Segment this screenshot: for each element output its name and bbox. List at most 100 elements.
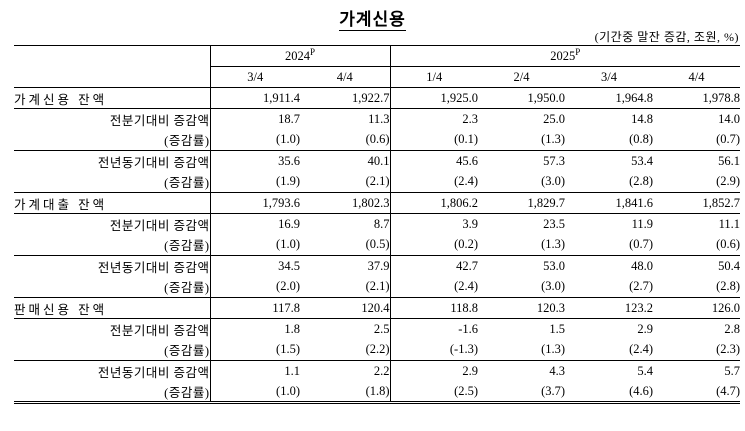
row-label: 가계대출 잔액: [14, 192, 211, 214]
row-label: (증감률): [14, 339, 211, 361]
value-cell: 1.8: [210, 318, 300, 340]
quarter-header-row: 3/4 4/4 1/4 2/4 3/4 4/4: [14, 66, 741, 88]
value-cell: (0.5): [300, 234, 391, 256]
provisional-mark: P: [575, 46, 581, 57]
table-row-balance: 판매신용 잔액 117.8 120.4 118.8 120.3 123.2 12…: [14, 297, 741, 319]
value-cell: 1,978.8: [702, 90, 741, 105]
value-cell: (2.4): [454, 174, 479, 189]
table-row-yoy-rate: (증감률) (2.0) (2.1) (2.4) (3.0) (2.7) (2.8…: [14, 276, 741, 298]
value-cell: (-1.3): [449, 342, 479, 357]
row-label: 전년동기대비 증감액: [14, 255, 211, 277]
value-cell: (4.7): [716, 383, 741, 398]
table-row-qoq-rate: (증감률) (1.0) (0.5) (0.2) (1.3) (0.7) (0.6…: [14, 234, 741, 256]
quarter-header: 4/4: [653, 66, 741, 88]
value-cell: 1,852.7: [653, 192, 741, 214]
table-row-qoq-rate: (증감률) (1.0) (0.6) (0.1) (1.3) (0.8) (0.7…: [14, 129, 741, 151]
row-label: 판매신용 잔액: [14, 297, 211, 319]
value-cell: 23.5: [478, 213, 566, 235]
value-cell: 1,806.2: [390, 192, 479, 214]
value-cell: 2.9: [565, 318, 654, 340]
value-cell: 37.9: [300, 255, 391, 277]
row-label: 전분기대비 증감액: [14, 108, 211, 130]
row-label: 전년동기대비 증감액: [14, 360, 211, 382]
value-cell: 1,922.7: [300, 87, 391, 109]
value-cell: (3.0): [541, 279, 566, 294]
table-row-yoy-rate: (증감률) (1.0) (1.8) (2.5) (3.7) (4.6) (4.7…: [14, 381, 741, 403]
value-cell: (1.8): [300, 381, 391, 403]
value-cell: (3.0): [541, 174, 566, 189]
row-label: 가계신용 잔액: [14, 87, 211, 109]
value-cell: 16.9: [210, 213, 300, 235]
value-cell: 3.9: [390, 213, 479, 235]
value-cell: 1.1: [210, 360, 300, 382]
value-cell: 2.2: [300, 360, 391, 382]
value-cell: 40.1: [300, 150, 391, 172]
value-cell: (0.2): [454, 237, 479, 252]
table-row-qoq-change: 전분기대비 증감액 1.8 2.5 -1.6 1.5 2.9 2.8: [14, 318, 741, 340]
value-cell: 126.0: [653, 297, 741, 319]
value-cell: 120.4: [300, 297, 391, 319]
value-cell: (1.3): [541, 237, 566, 252]
unit-note: (기간중 말잔 증감, 조원, %): [594, 30, 739, 44]
year-group-2024: 2024P: [210, 45, 391, 67]
value-cell: 1,829.7: [478, 192, 566, 214]
table-row-balance: 가계대출 잔액 1,793.6 1,802.3 1,806.2 1,829.7 …: [14, 192, 741, 214]
value-cell: (1.3): [541, 132, 566, 147]
value-cell: (0.6): [716, 237, 741, 252]
row-label: (증감률): [14, 171, 211, 193]
value-cell: (2.8): [716, 279, 741, 294]
quarter-header: 1/4: [390, 66, 479, 88]
value-cell: (2.1): [300, 276, 391, 298]
value-cell: (2.4): [454, 279, 479, 294]
value-cell: (1.0): [276, 237, 300, 252]
value-cell: 35.6: [210, 150, 300, 172]
value-cell: 8.7: [300, 213, 391, 235]
quarter-header: 2/4: [478, 66, 566, 88]
value-cell: 42.7: [390, 255, 479, 277]
value-cell: (2.9): [716, 174, 741, 189]
row-label: (증감률): [14, 381, 211, 403]
value-cell: 4.3: [478, 360, 566, 382]
value-cell: 11.9: [565, 213, 654, 235]
value-cell: 45.6: [390, 150, 479, 172]
corner-cell: [14, 45, 211, 88]
value-cell: 11.1: [653, 213, 741, 235]
table-row-yoy-change: 전년동기대비 증감액 35.6 40.1 45.6 57.3 53.4 56.1: [14, 150, 741, 172]
value-cell: 50.4: [653, 255, 741, 277]
value-cell: (1.3): [541, 342, 566, 357]
value-cell: (2.3): [716, 342, 741, 357]
value-cell: 1,841.6: [565, 192, 654, 214]
value-cell: (2.4): [629, 342, 654, 357]
value-cell: (1.0): [276, 383, 300, 398]
value-cell: (1.0): [276, 132, 300, 147]
value-cell: (2.5): [454, 383, 479, 398]
value-cell: (3.7): [541, 383, 566, 398]
row-label: (증감률): [14, 129, 211, 151]
year-group-2025: 2025P: [390, 45, 741, 67]
value-cell: (4.6): [629, 383, 654, 398]
value-cell: 1,925.0: [440, 90, 479, 105]
value-cell: 14.8: [565, 108, 654, 130]
value-cell: 2.9: [390, 360, 479, 382]
page-title: 가계신용: [0, 5, 745, 31]
value-cell: 5.7: [653, 360, 741, 382]
row-label: 전분기대비 증감액: [14, 318, 211, 340]
value-cell: 25.0: [478, 108, 566, 130]
value-cell: 18.7: [210, 108, 300, 130]
value-cell: 118.8: [390, 297, 479, 319]
page-title-text: 가계신용: [339, 10, 406, 31]
quarter-header: 3/4: [210, 66, 300, 88]
household-credit-table: 2024P 2025P 3/4 4/4 1/4 2/4 3/4 4/4 가계신용…: [14, 45, 741, 404]
value-cell: (0.8): [629, 132, 654, 147]
value-cell: (0.7): [716, 132, 741, 147]
table-row-qoq-change: 전분기대비 증감액 16.9 8.7 3.9 23.5 11.9 11.1: [14, 213, 741, 235]
value-cell: (0.6): [300, 129, 391, 151]
quarter-header: 3/4: [565, 66, 654, 88]
value-cell: 5.4: [565, 360, 654, 382]
table-row-balance: 가계신용 잔액 1,911.4 1,922.7 1,925.0 1,950.0 …: [14, 87, 741, 109]
value-cell: 14.0: [653, 108, 741, 130]
table-row-qoq-change: 전분기대비 증감액 18.7 11.3 2.3 25.0 14.8 14.0: [14, 108, 741, 130]
table-row-qoq-rate: (증감률) (1.5) (2.2) (-1.3) (1.3) (2.4) (2.…: [14, 339, 741, 361]
value-cell: (1.9): [276, 174, 300, 189]
